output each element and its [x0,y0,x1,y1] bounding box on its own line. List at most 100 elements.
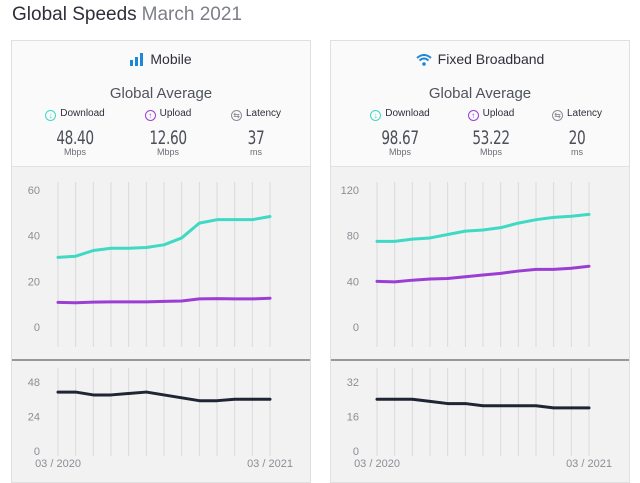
upload-data-point [92,300,95,304]
latency-data-point [534,404,538,407]
download-value: 98.67 [381,127,419,149]
latency-label: Latency [245,108,282,119]
mobile-title-label: Mobile [150,51,192,67]
latency-y-tick-label: 0 [34,446,40,458]
upload-data-point [428,277,432,281]
upload-data-point [162,300,166,303]
page-subtitle: March 2021 [141,4,242,25]
latency-data-point [74,390,77,394]
latency-unit: ms [250,147,262,157]
latency-icon: ⇆ [230,110,242,121]
fixed-latency-metric: ⇆ Latency 20 ms [532,108,622,157]
speed-y-tick-label: 60 [28,185,40,197]
download-data-point [198,221,201,225]
fixed-upload-metric: ↑ Upload 53.22 Mbps [446,108,536,157]
bar-chart-icon [130,53,144,66]
download-data-point [552,216,555,219]
speed-y-tick-label: 40 [28,231,40,243]
mobile-summary: Mobile Global Average ↓ Download 48.40 Mb… [12,41,310,167]
download-data-point [251,218,254,221]
download-icon: ↓ [45,110,57,121]
latency-data-point [109,393,113,397]
x-tick-label-start: 03 / 2020 [354,458,400,470]
page-title: Global Speeds March 2021 [12,4,242,26]
upload-data-point [268,297,272,300]
latency-data-point [375,398,379,401]
download-data-point [587,213,591,216]
upload-icon: ↑ [467,110,479,121]
page-title-text: Global Speeds [12,4,137,25]
latency-data-point [411,398,414,401]
fixed-title: Fixed Broadband [331,51,629,67]
upload-data-point [180,299,183,303]
upload-data-point [251,297,254,301]
upload-data-point [56,301,60,304]
upload-data-point [552,268,555,271]
download-data-point [56,256,60,259]
latency-y-tick-label: 0 [353,446,359,458]
fixed-global-average: Global Average [428,85,532,102]
upload-data-point [145,300,148,304]
upload-data-point [499,272,502,275]
mobile-upload-metric: ↑ Upload 12.60 Mbps [123,108,213,157]
latency-data-point [56,390,60,394]
mobile-latency-metric: ⇆ Latency 37 ms [211,108,301,157]
speed-y-tick-label: 0 [34,322,40,334]
upload-data-point [587,265,591,268]
latency-value: 37 [247,127,265,149]
upload-data-point [464,275,467,278]
upload-data-point [198,297,201,301]
latency-data-point [127,392,130,395]
latency-data-point [481,404,485,407]
latency-y-tick-label: 16 [347,412,359,424]
mobile-download-metric: ↓ Download 48.40 Mbps [30,108,120,157]
speed-y-tick-label: 120 [341,185,359,197]
fixed-panel: Fixed Broadband Global Average ↓ Download… [330,40,630,483]
upload-data-point [517,269,520,273]
fixed-summary: Fixed Broadband Global Average ↓ Download… [331,41,629,167]
download-data-point [481,228,485,232]
speed-y-tick-label: 20 [28,276,40,288]
latency-data-point [428,400,432,403]
upload-data-point [109,300,113,304]
upload-data-point [534,268,538,271]
upload-value: 53.22 [472,127,510,149]
latency-data-point [180,396,183,400]
x-tick-label-end: 03 / 2021 [566,458,612,470]
latency-data-point [145,390,148,394]
fixed-title-label: Fixed Broadband [437,51,545,67]
download-data-point [127,247,130,250]
latency-data-point [198,399,201,402]
download-data-point [517,221,520,225]
x-tick-label-end: 03 / 2021 [247,458,293,470]
latency-y-tick-label: 48 [28,377,40,389]
upload-data-point [233,297,236,301]
latency-data-point [233,398,236,401]
x-tick-label-start: 03 / 2020 [35,458,81,470]
latency-data-point [268,398,272,401]
upload-unit: Mbps [479,147,502,157]
download-data-point [180,236,183,240]
upload-unit: Mbps [156,147,179,157]
upload-data-point [446,277,449,280]
download-label: Download [60,108,105,119]
download-data-point [162,243,166,246]
latency-data-point [251,398,254,401]
latency-data-point [446,402,449,405]
upload-label: Upload [482,108,515,119]
upload-data-point [393,280,396,284]
latency-label: Latency [566,108,603,119]
latency-data-point [570,406,573,410]
mobile-global-average: Global Average [109,85,213,102]
latency-y-tick-label: 24 [28,412,40,424]
latency-data-point [162,393,166,397]
upload-label: Upload [159,108,192,119]
speed-y-tick-label: 0 [353,322,359,334]
speed-y-tick-label: 40 [347,276,359,288]
upload-icon: ↑ [144,110,156,121]
download-data-point [499,226,502,229]
download-data-point [92,249,95,252]
latency-data-point [517,404,520,407]
download-data-point [411,237,414,241]
